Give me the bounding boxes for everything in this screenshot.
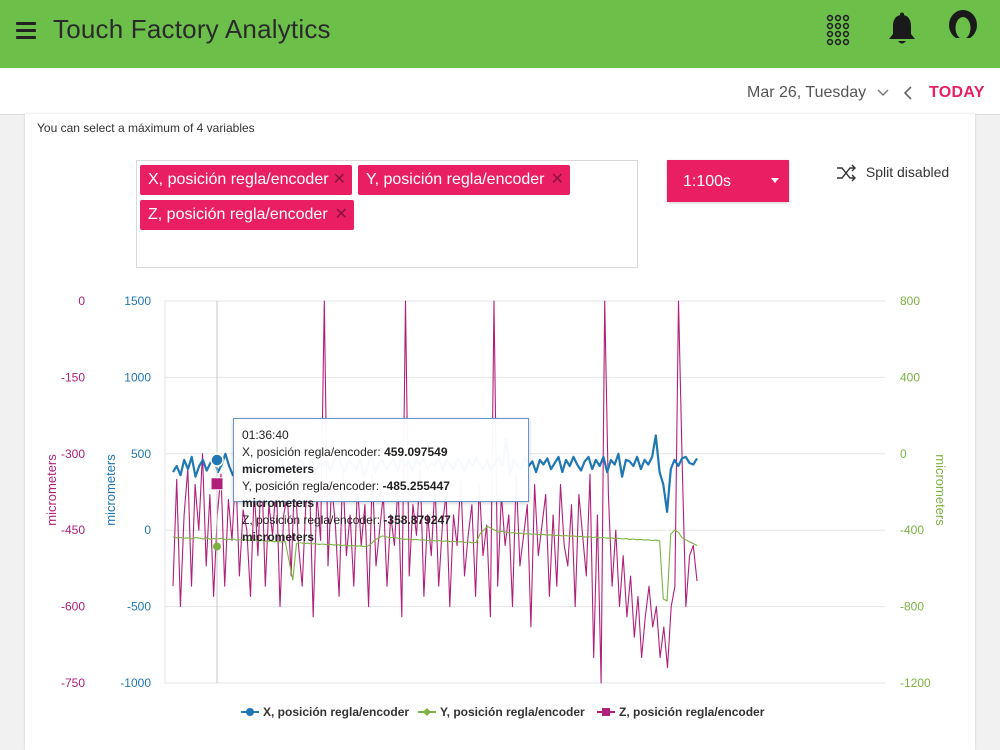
tooltip-row-y: Y, posición regla/encoder: -485.255447 m… bbox=[242, 478, 520, 512]
series-line-y bbox=[172, 525, 698, 602]
top-app-bar: Touch Factory Analytics bbox=[0, 0, 1000, 68]
center-tick-label: -1000 bbox=[120, 676, 151, 690]
shuffle-icon bbox=[837, 164, 856, 182]
legend-label: X, posición regla/encoder bbox=[263, 705, 409, 719]
chip-label: Z, posición regla/encoder bbox=[148, 206, 328, 223]
center-tick-label: -500 bbox=[127, 600, 151, 614]
date-navigation-bar: Mar 26, Tuesday TODAY bbox=[0, 68, 1000, 115]
right-tick-label: 800 bbox=[900, 294, 920, 308]
center-axis-label: micrometers bbox=[103, 454, 118, 526]
chip-label: X, posición regla/encoder bbox=[148, 171, 329, 188]
variable-chip-input[interactable]: X, posición regla/encoder ✕ Y, posición … bbox=[136, 160, 638, 268]
date-label: Mar 26, Tuesday bbox=[747, 84, 867, 101]
today-button[interactable]: TODAY bbox=[929, 84, 985, 101]
tooltip-label: Y, posición regla/encoder: bbox=[242, 479, 383, 493]
tooltip-label: Z, posición regla/encoder: bbox=[242, 513, 384, 527]
legend-label: Y, posición regla/encoder bbox=[440, 705, 585, 719]
chart-legend: X, posición regla/encoder Y, posición reg… bbox=[241, 705, 765, 719]
date-dropdown[interactable]: Mar 26, Tuesday bbox=[747, 84, 889, 102]
left-axis-ticks: 0 -150 -300 -450 -600 -750 bbox=[61, 294, 85, 690]
variable-chip-y[interactable]: Y, posición regla/encoder ✕ bbox=[358, 165, 570, 195]
right-tick-label: -1200 bbox=[900, 676, 931, 690]
left-tick-label: -600 bbox=[61, 600, 85, 614]
right-tick-label: 0 bbox=[900, 447, 907, 461]
period-dropdown[interactable]: 1:100s bbox=[667, 160, 789, 202]
center-tick-label: 500 bbox=[131, 447, 151, 461]
tooltip-row-x: X, posición regla/encoder: 459.097549 mi… bbox=[242, 444, 520, 478]
left-tick-label: -450 bbox=[61, 523, 85, 537]
legend-marker bbox=[246, 708, 254, 716]
hamburger-menu-icon[interactable] bbox=[16, 22, 36, 40]
multi-axis-line-chart[interactable]: 0 -150 -300 -450 -600 -750 1500 1000 500 0 -500 -1… bbox=[0, 114, 1000, 750]
close-icon[interactable]: ✕ bbox=[334, 206, 348, 223]
tooltip-value: 459.097549 micrometers bbox=[242, 445, 448, 476]
period-value: 1:100s bbox=[683, 173, 732, 190]
caret-down-icon bbox=[771, 178, 779, 183]
chevron-left-icon[interactable] bbox=[903, 86, 913, 100]
cursor-marker-y bbox=[213, 542, 221, 551]
cursor-marker-x bbox=[210, 453, 224, 467]
legend-label: Z, posición regla/encoder bbox=[619, 705, 765, 719]
center-tick-label: 0 bbox=[144, 523, 151, 537]
tooltip-value: -358.879247 micrometers bbox=[242, 513, 451, 544]
center-axis-ticks: 1500 1000 500 0 -500 -1000 bbox=[120, 294, 151, 690]
chip-label: Y, posición regla/encoder bbox=[366, 171, 545, 188]
right-tick-label: 400 bbox=[900, 370, 920, 384]
split-toggle-button[interactable]: Split disabled bbox=[836, 164, 949, 182]
variable-chip-z[interactable]: Z, posición regla/encoder ✕ bbox=[140, 200, 354, 230]
right-axis-ticks: 800 400 0 -400 -800 -1200 bbox=[900, 294, 931, 690]
split-label: Split disabled bbox=[865, 164, 950, 180]
tooltip-label: X, posición regla/encoder: bbox=[242, 445, 385, 459]
tooltip-time: 01:36:40 bbox=[242, 428, 289, 442]
close-icon[interactable]: ✕ bbox=[550, 171, 564, 188]
variable-chip-x[interactable]: X, posición regla/encoder ✕ bbox=[140, 165, 352, 195]
apps-grid-icon[interactable] bbox=[826, 14, 856, 46]
tooltip-value: -485.255447 micrometers bbox=[242, 479, 450, 510]
chevron-down-icon bbox=[877, 89, 889, 96]
legend-marker bbox=[602, 708, 610, 716]
tooltip-row-z: Z, posición regla/encoder: -358.879247 m… bbox=[242, 512, 520, 546]
center-tick-label: 1000 bbox=[124, 370, 151, 384]
data-tooltip: 01:36:40 X, posición regla/encoder: 459.… bbox=[233, 418, 529, 544]
variable-limit-hint: You can select a máximum of 4 variables bbox=[37, 121, 255, 135]
left-tick-label: -750 bbox=[61, 676, 85, 690]
notifications-bell-icon[interactable] bbox=[886, 12, 918, 46]
legend-marker bbox=[423, 708, 431, 716]
left-axis-label: micrometers bbox=[44, 454, 59, 526]
cursor-marker-z bbox=[210, 477, 224, 491]
close-icon[interactable]: ✕ bbox=[332, 171, 346, 188]
left-tick-label: -150 bbox=[61, 370, 85, 384]
user-avatar-icon[interactable] bbox=[946, 10, 980, 44]
left-tick-label: -300 bbox=[61, 447, 85, 461]
center-tick-label: 1500 bbox=[124, 294, 151, 308]
hover-cursor bbox=[210, 301, 224, 683]
app-title: Touch Factory Analytics bbox=[53, 14, 331, 44]
left-tick-label: 0 bbox=[78, 294, 85, 308]
right-axis-label: micrometers bbox=[933, 454, 948, 526]
right-tick-label: -400 bbox=[900, 523, 924, 537]
right-tick-label: -800 bbox=[900, 600, 924, 614]
